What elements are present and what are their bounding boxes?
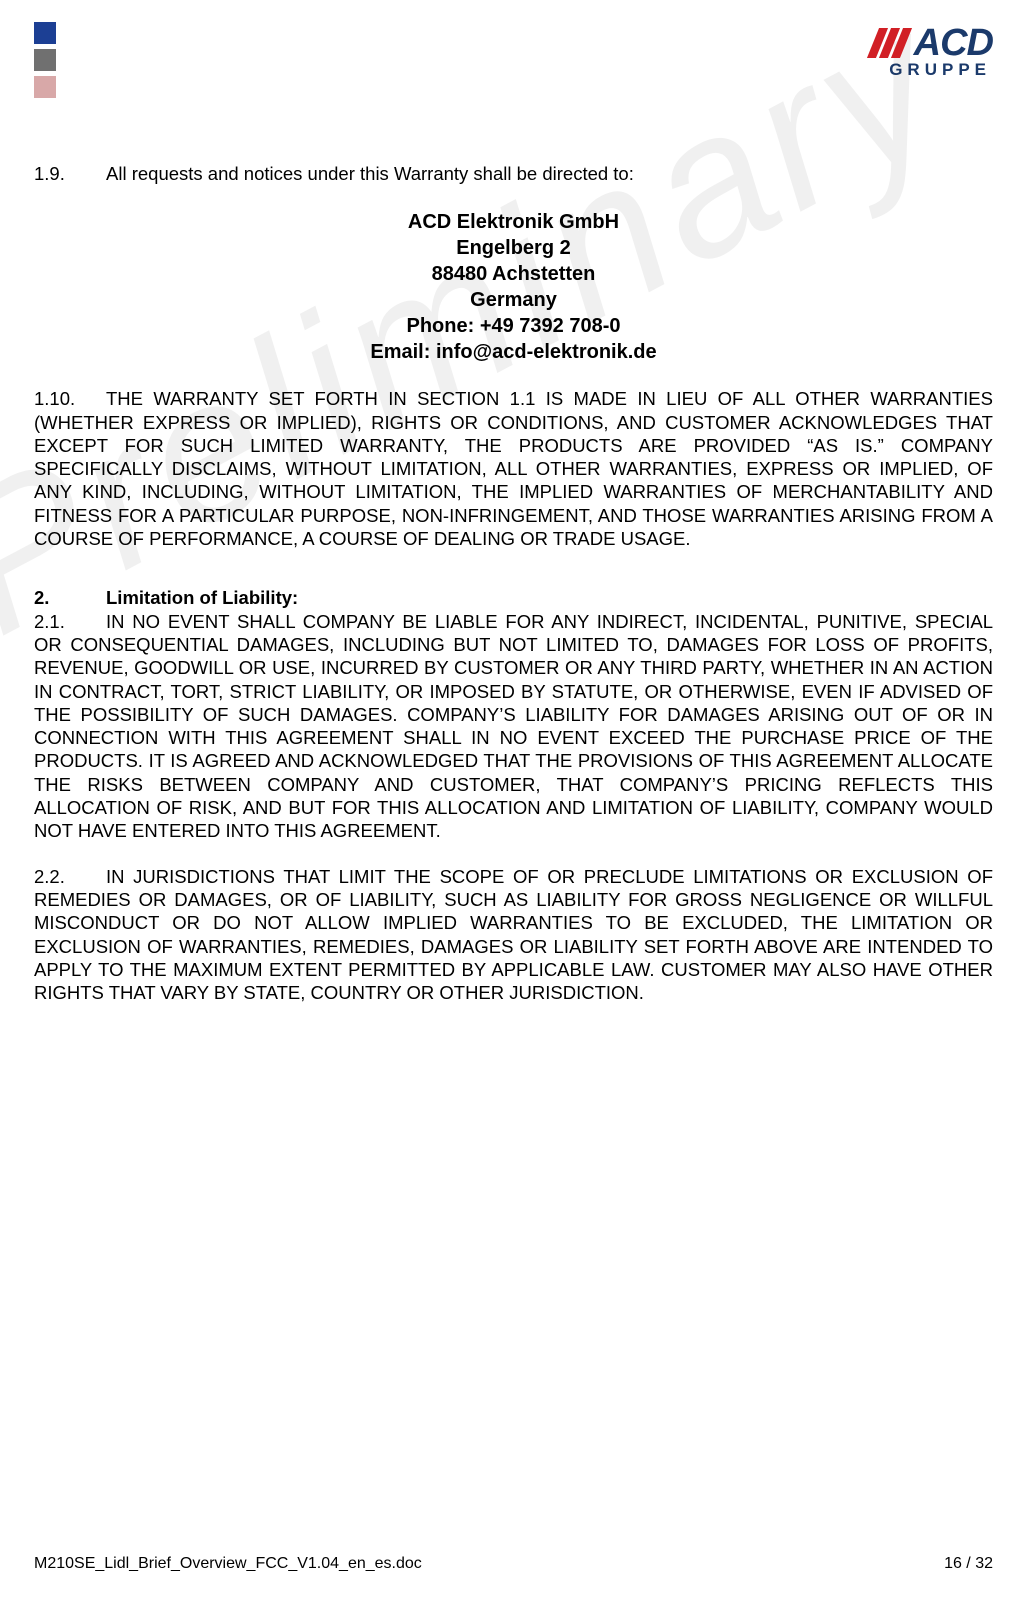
flag-block-bot — [34, 76, 56, 98]
clause-2-1: 2.1.IN NO EVENT SHALL COMPANY BE LIABLE … — [34, 610, 993, 843]
clause-number: 2.1. — [34, 610, 106, 633]
section-number: 2. — [34, 586, 106, 609]
address-city: 88480 Achstetten — [34, 261, 993, 287]
logo-top-row: ACD — [873, 24, 993, 62]
footer-page-number: 16 / 32 — [944, 1555, 993, 1573]
clause-text: IN JURISDICTIONS THAT LIMIT THE SCOPE OF… — [34, 866, 993, 1003]
clause-number: 1.10. — [34, 387, 106, 410]
clause-number: 1.9. — [34, 162, 106, 185]
document-body: 1.9. All requests and notices under this… — [34, 162, 993, 1004]
address-email: Email: info@acd-elektronik.de — [34, 339, 993, 365]
clause-1-10: 1.10.THE WARRANTY SET FORTH IN SECTION 1… — [34, 387, 993, 550]
address-company: ACD Elektronik GmbH — [34, 209, 993, 235]
address-phone: Phone: +49 7392 708-0 — [34, 313, 993, 339]
logo-stripes-icon — [867, 28, 912, 58]
page-footer: M210SE_Lidl_Brief_Overview_FCC_V1.04_en_… — [34, 1555, 993, 1573]
clause-number: 2.2. — [34, 865, 106, 888]
clause-1-9: 1.9. All requests and notices under this… — [34, 162, 993, 185]
logo-sub-text: GRUPPE — [889, 60, 991, 80]
clause-text: THE WARRANTY SET FORTH IN SECTION 1.1 IS… — [34, 388, 993, 549]
spacer — [34, 572, 993, 586]
address-country: Germany — [34, 287, 993, 313]
logo-main-text: ACD — [914, 24, 993, 62]
contact-address: ACD Elektronik GmbH Engelberg 2 88480 Ac… — [34, 209, 993, 365]
footer-filename: M210SE_Lidl_Brief_Overview_FCC_V1.04_en_… — [34, 1555, 422, 1573]
clause-2-2: 2.2.IN JURISDICTIONS THAT LIMIT THE SCOP… — [34, 865, 993, 1005]
page-header: ACD GRUPPE — [34, 26, 993, 106]
flag-block-mid — [34, 49, 56, 71]
flag-icon — [34, 22, 56, 98]
clause-text: IN NO EVENT SHALL COMPANY BE LIABLE FOR … — [34, 611, 993, 842]
section-2-heading-row: 2.Limitation of Liability: — [34, 586, 993, 609]
flag-block-top — [34, 22, 56, 44]
section-heading: Limitation of Liability: — [106, 587, 298, 608]
company-logo: ACD GRUPPE — [873, 24, 993, 80]
page: Preliminary ACD GRUPPE 1.9. All requests… — [0, 0, 1031, 1609]
clause-text: All requests and notices under this Warr… — [106, 162, 634, 185]
address-street: Engelberg 2 — [34, 235, 993, 261]
